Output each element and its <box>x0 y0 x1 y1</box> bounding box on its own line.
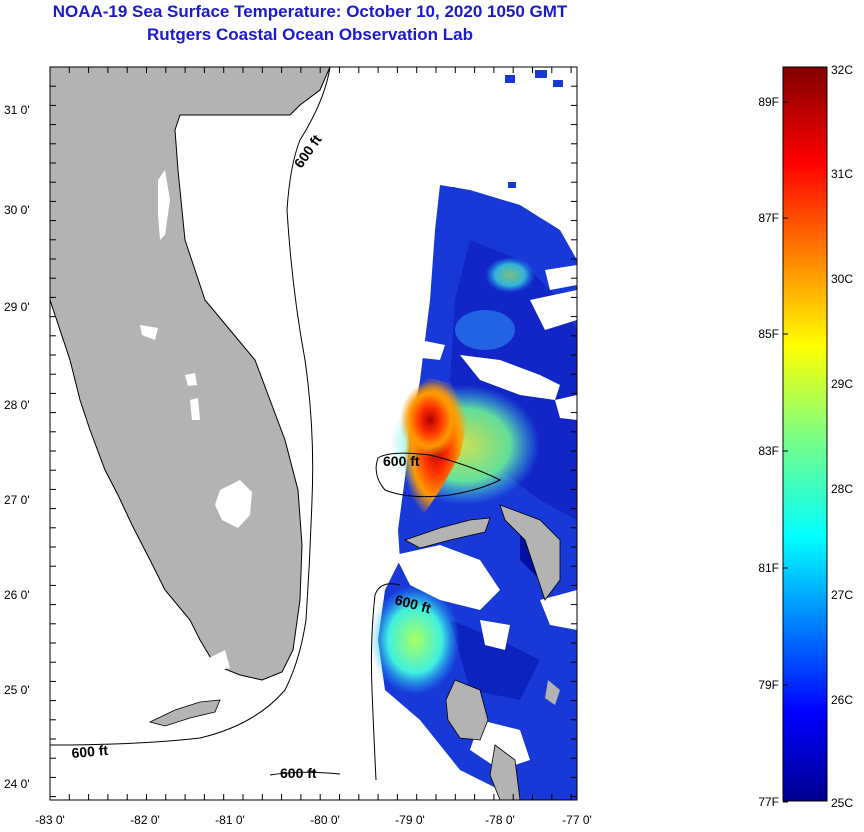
colorbar-celsius-label: 26C <box>831 693 853 707</box>
lon-tick-label: -79 0' <box>395 813 425 827</box>
lat-tick-label: 30 0' <box>4 203 30 217</box>
colorbar-celsius-label: 28C <box>831 482 853 496</box>
colorbar-fahrenheit-label: 81F <box>758 561 779 575</box>
isobath-florida <box>50 67 331 746</box>
colorbar-fahrenheit-label: 89F <box>758 95 779 109</box>
colorbar-fahrenheit-label: 87F <box>758 211 779 225</box>
lat-tick-label: 26 0' <box>4 588 30 602</box>
abaco-island <box>499 504 561 601</box>
florida-keys <box>148 699 221 727</box>
colorbar-celsius-label: 27C <box>831 588 853 602</box>
colorbar-celsius-label: 29C <box>831 377 853 391</box>
lon-tick-label: -83 0' <box>35 813 65 827</box>
map-title: NOAA-19 Sea Surface Temperature: October… <box>52 2 568 21</box>
florida-land <box>50 67 331 681</box>
contour-label-600ft: 600 ft <box>383 453 420 469</box>
colorbar-fahrenheit-label: 83F <box>758 444 779 458</box>
colorbar-labels: 32C 31C 30C 29C 28C 27C 26C 25C 89F 87F 85F 83F 81F 7… <box>758 63 853 810</box>
axis-ticks: -83 0' -82 0' -81 0' -80 0' -79 0' -78 0' -77 … <box>4 66 592 827</box>
lat-tick-label: 29 0' <box>4 300 30 314</box>
colorbar <box>782 66 828 802</box>
lat-tick-label: 27 0' <box>4 493 30 507</box>
lat-tick-label: 28 0' <box>4 398 30 412</box>
contour-label-600ft: 600 ft <box>71 742 109 761</box>
colorbar-celsius-label: 30C <box>831 272 853 286</box>
colorbar-celsius-label: 31C <box>831 167 853 181</box>
grand-bahama <box>404 517 491 549</box>
lat-tick-label: 25 0' <box>4 683 30 697</box>
andros-island <box>445 679 489 741</box>
colorbar-celsius-label: 25C <box>831 796 853 810</box>
map-subtitle: Rutgers Coastal Ocean Observation Lab <box>147 25 473 44</box>
isobath-bahamas <box>375 452 502 498</box>
lon-tick-label: -82 0' <box>130 813 160 827</box>
lon-tick-label: -78 0' <box>485 813 515 827</box>
contour-label-600ft: 600 ft <box>280 765 317 781</box>
lake-okeechobee <box>215 480 252 528</box>
colorbar-fahrenheit-label: 77F <box>758 795 779 809</box>
lon-tick-label: -77 0' <box>562 813 592 827</box>
colorbar-fahrenheit-label: 79F <box>758 678 779 692</box>
lon-tick-label: -81 0' <box>215 813 245 827</box>
colorbar-fahrenheit-label: 85F <box>758 327 779 341</box>
colorbar-celsius-label: 32C <box>831 63 853 77</box>
lat-tick-label: 24 0' <box>4 777 30 791</box>
lat-tick-label: 31 0' <box>4 103 30 117</box>
map-frame <box>49 66 578 801</box>
lon-tick-label: -80 0' <box>310 813 340 827</box>
